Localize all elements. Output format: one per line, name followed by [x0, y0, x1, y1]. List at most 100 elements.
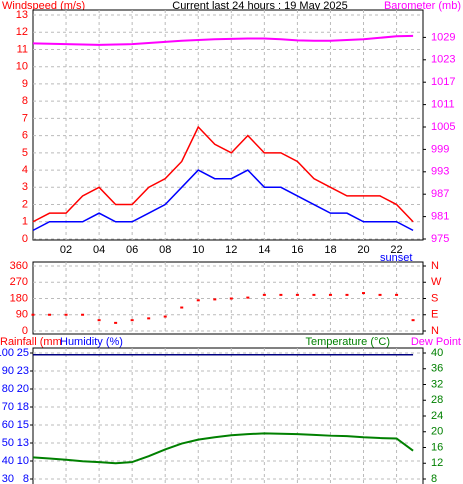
y2-tick-label: 1029 — [431, 31, 455, 43]
direction-dot — [180, 306, 184, 309]
rain-label: Rainfall (mm — [0, 336, 62, 348]
y2-tick-label: 1023 — [431, 54, 455, 66]
direction-dot — [81, 313, 85, 316]
direction-dot — [31, 313, 35, 316]
direction-dot — [345, 293, 349, 296]
y2-tick-label: 12 — [431, 457, 443, 469]
direction-dot — [295, 293, 299, 296]
direction-dot — [114, 321, 118, 324]
y-tick-label: 360 — [10, 260, 28, 272]
rain-tick-label: 10 — [17, 455, 29, 467]
y-tick-label: 70 — [2, 401, 14, 413]
x-tick-label: 14 — [258, 244, 270, 256]
y-tick-label: 1 — [22, 216, 28, 228]
y-tick-label: 2 — [22, 198, 28, 210]
direction-dot — [262, 293, 266, 296]
direction-dot — [246, 296, 250, 299]
y-tick-label: 90 — [16, 309, 28, 321]
y2-tick-label: 32 — [431, 378, 443, 390]
y2-tick-label: E — [431, 309, 438, 321]
rain-tick-label: 20 — [17, 383, 29, 395]
barometer-label: Barometer (mb) — [384, 0, 461, 12]
plot-frame — [32, 347, 424, 484]
y2-tick-label: N — [431, 260, 439, 272]
rain-tick-label: 25 — [17, 347, 29, 359]
y2-tick-label: 993 — [431, 166, 449, 178]
x-tick-label: 02 — [60, 244, 72, 256]
y-tick-label: 100 — [0, 347, 14, 359]
y2-tick-label: 987 — [431, 188, 449, 200]
direction-dot — [48, 313, 52, 316]
y-tick-label: 13 — [16, 9, 28, 21]
y-tick-label: 50 — [2, 437, 14, 449]
rain-tick-label: 18 — [17, 401, 29, 413]
direction-dot — [97, 319, 101, 322]
y-tick-label: 7 — [22, 112, 28, 124]
rain-tick-label: 15 — [17, 419, 29, 431]
direction-dot — [229, 297, 233, 300]
chart-title: Current last 24 hours : 19 May 2025 — [172, 0, 347, 12]
series-line — [32, 432, 414, 465]
direction-dot — [328, 293, 332, 296]
y2-tick-label: W — [431, 276, 442, 288]
direction-dot — [395, 293, 399, 296]
y-tick-label: 8 — [22, 95, 28, 107]
x-tick-label: 16 — [291, 244, 303, 256]
series-line — [32, 34, 414, 46]
direction-dot — [130, 319, 134, 322]
y-tick-label: 5 — [22, 147, 28, 159]
direction-dot — [279, 293, 283, 296]
y2-tick-label: 24 — [431, 410, 443, 422]
y2-tick-label: 8 — [431, 473, 437, 484]
y2-tick-label: 1005 — [431, 121, 455, 133]
direction-dot — [213, 298, 217, 301]
y2-tick-label: S — [431, 292, 438, 304]
y2-tick-label: 981 — [431, 211, 449, 223]
y-tick-label: 12 — [16, 26, 28, 38]
y-tick-label: 9 — [22, 78, 28, 90]
direction-dot — [64, 313, 68, 316]
y2-tick-label: 999 — [431, 143, 449, 155]
y2-tick-label: 1017 — [431, 76, 455, 88]
y-tick-label: 60 — [2, 419, 14, 431]
y2-tick-label: 1011 — [431, 99, 455, 111]
y-tick-label: 11 — [17, 43, 28, 55]
y-tick-label: 30 — [2, 473, 14, 484]
y2-tick-label: 20 — [431, 426, 443, 438]
y-tick-label: 6 — [22, 130, 28, 142]
y-tick-label: 0 — [22, 325, 28, 337]
y2-tick-label: 975 — [431, 233, 449, 245]
direction-dot — [196, 299, 200, 302]
direction-dot — [147, 317, 151, 320]
direction-dot — [378, 293, 382, 296]
x-tick-label: 12 — [225, 244, 237, 256]
wind-label: Windspeed (m/s) — [2, 0, 85, 12]
y-tick-label: 3 — [22, 181, 28, 193]
y2-tick-label: 36 — [431, 363, 443, 375]
y-tick-label: 10 — [16, 61, 28, 73]
rain-tick-label: 23 — [17, 365, 29, 377]
y2-tick-label: 40 — [431, 347, 443, 359]
series-line — [32, 169, 414, 232]
direction-dot — [163, 315, 167, 318]
y-tick-label: 270 — [10, 276, 28, 288]
rain-tick-label: 8 — [23, 473, 29, 484]
x-tick-label: 10 — [192, 244, 204, 256]
plot-frame — [32, 9, 424, 241]
y-tick-label: 90 — [2, 365, 14, 377]
x-tick-label: 22 — [390, 244, 402, 256]
x-tick-label: 08 — [159, 244, 171, 256]
rain-tick-label: 13 — [17, 437, 29, 449]
sunset-label: sunset — [380, 252, 412, 264]
y-tick-label: 180 — [10, 292, 28, 304]
x-tick-label: 20 — [357, 244, 369, 256]
x-tick-label: 06 — [126, 244, 138, 256]
direction-dot — [411, 319, 415, 322]
x-tick-label: 04 — [93, 244, 105, 256]
y2-tick-label: 16 — [431, 441, 443, 453]
y-tick-label: 80 — [2, 383, 14, 395]
humidity-label: Humidity (%) — [60, 336, 123, 348]
direction-dot — [362, 292, 366, 295]
y-tick-label: 0 — [22, 233, 28, 245]
